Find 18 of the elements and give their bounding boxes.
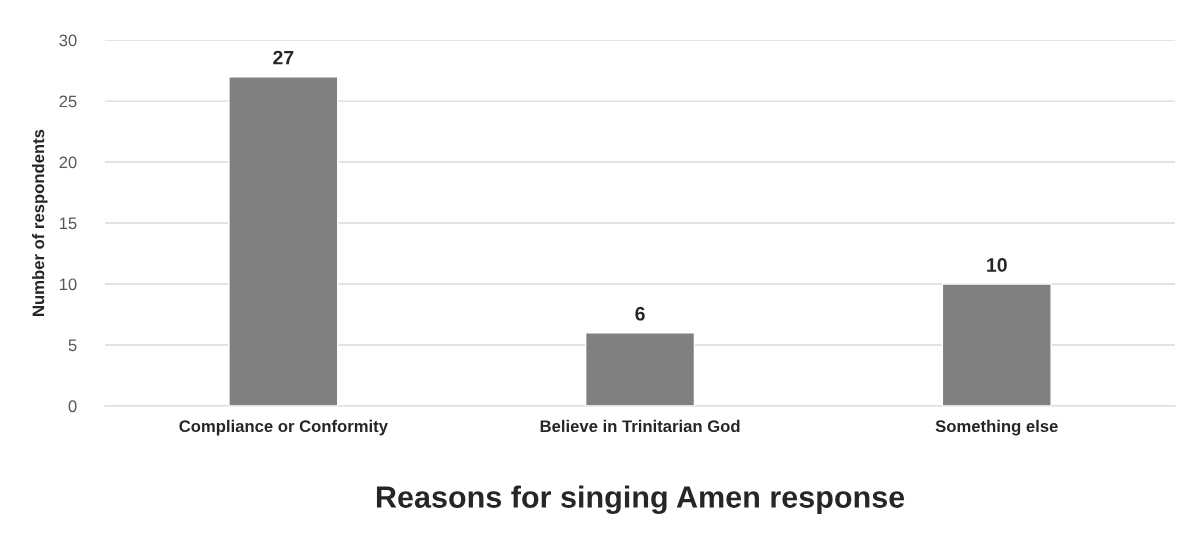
y-tick-label: 25 [59, 95, 77, 108]
y-tick-label: 0 [68, 400, 77, 413]
data-label: 6 [635, 306, 645, 321]
y-tick-label: 20 [59, 156, 77, 169]
y-tick-label: 15 [59, 217, 77, 230]
x-axis-title: Reasons for singing Amen response [376, 485, 905, 515]
data-label: 10 [987, 258, 1007, 272]
x-tick-label: Compliance or Conformity [179, 419, 388, 436]
bar [941, 283, 1052, 406]
bar [584, 332, 696, 406]
y-axis-title: Number of respondents [32, 129, 48, 316]
x-tick-label: Believe in Trinitarian God [540, 419, 740, 433]
bar [228, 75, 339, 406]
y-tick-label: 10 [59, 278, 77, 291]
data-label: 27 [273, 50, 294, 65]
y-tick-label: 30 [59, 34, 77, 47]
y-tick-label: 5 [68, 339, 77, 352]
x-tick-label: Something else [935, 419, 1058, 436]
